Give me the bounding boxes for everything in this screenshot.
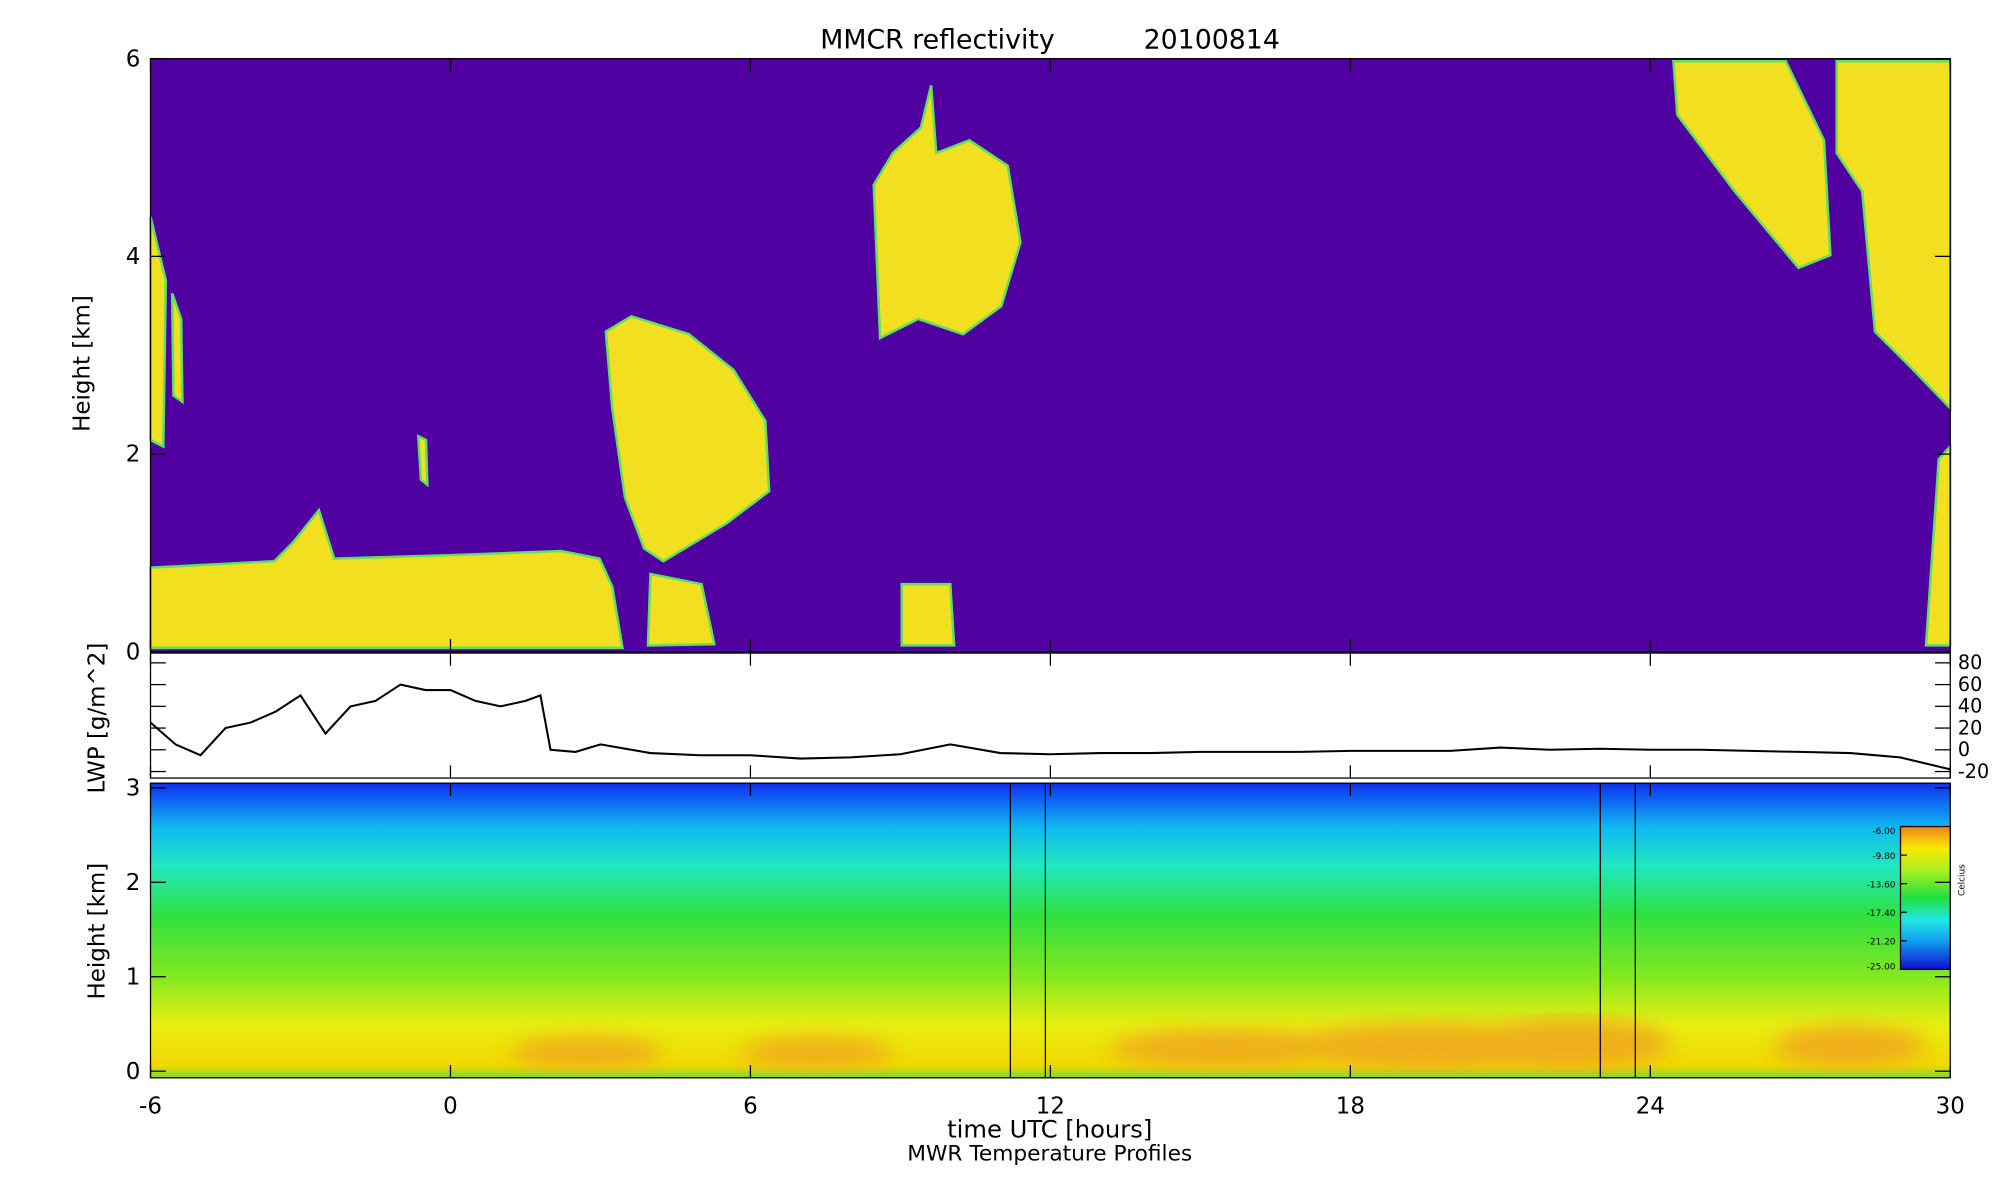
colorbar-tick-label: -6.00 — [1872, 827, 1895, 837]
caption: MWR Temperature Profiles — [907, 1142, 1192, 1167]
colorbar-tick-label: -25.00 — [1867, 962, 1896, 972]
y-tick-label: 0 — [126, 639, 141, 665]
y-tick-label: 4 — [126, 244, 141, 270]
x-tick-label: 12 — [1036, 1094, 1065, 1120]
temperature-field — [150, 783, 1951, 1078]
chart-title: MMCR reflectivity — [820, 24, 1055, 55]
y-tick-label: 80 — [1958, 651, 1982, 674]
y-tick-label: 3 — [126, 776, 141, 802]
colorbar — [1899, 825, 1951, 971]
x-tick-label: 24 — [1636, 1094, 1665, 1120]
chart-date: 20100814 — [1144, 24, 1280, 55]
y-tick-label: 2 — [126, 442, 141, 468]
colorbar-tick-label: -9.80 — [1872, 852, 1895, 862]
cloud-echoes — [149, 59, 1952, 650]
colorbar-label: Celcius — [1957, 864, 1967, 896]
y-tick-label: 40 — [1958, 695, 1982, 718]
x-tick-label: 6 — [743, 1094, 758, 1120]
y-axis-label: Height [km] — [69, 295, 95, 432]
y-axis-label: LWP [g/m^2] — [85, 643, 111, 794]
x-tick-label: -6 — [139, 1094, 162, 1120]
x-tick-label: 18 — [1336, 1094, 1365, 1120]
x-tick-label: 30 — [1936, 1094, 1965, 1120]
y-tick-label: 6 — [126, 46, 141, 72]
panel-frame — [149, 652, 1951, 779]
y-tick-label: 20 — [1958, 716, 1982, 739]
y-tick-label: 0 — [1958, 738, 1970, 761]
y-tick-label: 0 — [126, 1059, 141, 1085]
y-tick-label: 60 — [1958, 673, 1982, 696]
y-axis-label: Height [km] — [85, 863, 111, 1000]
colorbar-tick-label: -21.20 — [1867, 938, 1896, 948]
y-tick-label: 1 — [126, 964, 141, 990]
reflectivity-field — [150, 58, 1951, 652]
x-tick-label: 0 — [443, 1094, 458, 1120]
y-tick-label: -20 — [1958, 760, 1989, 783]
x-axis-label: time UTC [hours] — [947, 1116, 1152, 1144]
colorbar-tick-label: -17.40 — [1867, 909, 1896, 919]
colorbar-tick-label: -13.60 — [1867, 881, 1896, 891]
y-tick-label: 2 — [126, 870, 141, 896]
lwp-line — [149, 683, 1951, 771]
